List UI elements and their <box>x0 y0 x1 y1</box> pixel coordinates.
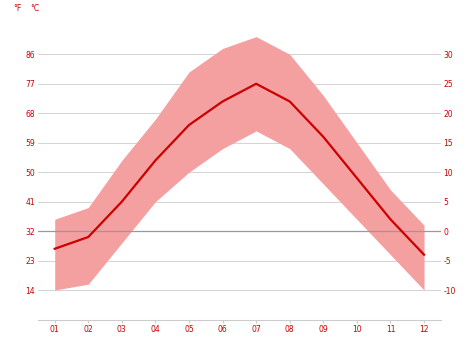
Text: °C: °C <box>30 4 39 13</box>
Text: °F: °F <box>14 4 22 13</box>
